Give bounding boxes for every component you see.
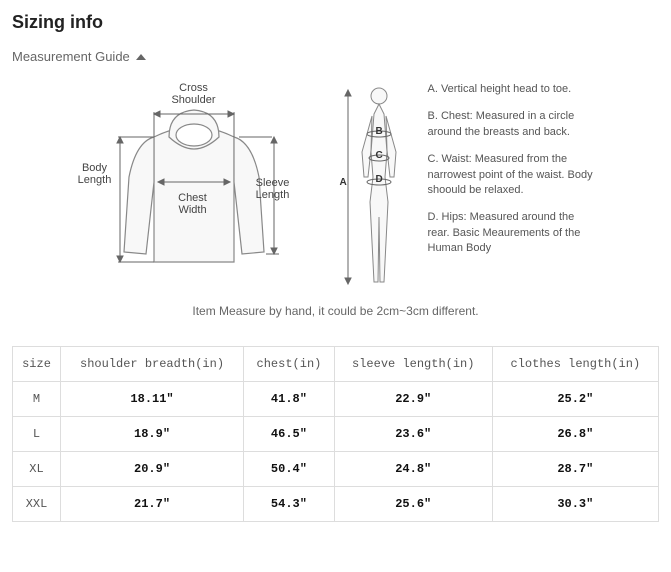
value-cell: 41.8" bbox=[244, 382, 335, 417]
table-row: XL20.9"50.4"24.8"28.7" bbox=[13, 452, 659, 487]
body-diagram: A B C D bbox=[344, 82, 414, 292]
col-chest: chest(in) bbox=[244, 347, 335, 382]
value-cell: 23.6" bbox=[334, 417, 492, 452]
col-size: size bbox=[13, 347, 61, 382]
page-title: Sizing info bbox=[12, 12, 659, 33]
value-cell: 54.3" bbox=[244, 487, 335, 522]
marker-c: C bbox=[376, 150, 383, 161]
measurement-guide-label: Measurement Guide bbox=[12, 49, 130, 64]
value-cell: 21.7" bbox=[61, 487, 244, 522]
measurement-guide-toggle[interactable]: Measurement Guide bbox=[12, 49, 659, 64]
value-cell: 18.9" bbox=[61, 417, 244, 452]
value-cell: 24.8" bbox=[334, 452, 492, 487]
value-cell: 22.9" bbox=[334, 382, 492, 417]
size-cell: XL bbox=[13, 452, 61, 487]
table-row: M18.11"41.8"22.9"25.2" bbox=[13, 382, 659, 417]
col-sleeve: sleeve length(in) bbox=[334, 347, 492, 382]
marker-d: D bbox=[376, 174, 383, 185]
value-cell: 26.8" bbox=[492, 417, 658, 452]
col-shoulder: shoulder breadth(in) bbox=[61, 347, 244, 382]
label-body-length: Body Length bbox=[74, 162, 116, 186]
desc-c: C. Waist: Measured from the narrowest po… bbox=[428, 152, 598, 198]
size-cell: XXL bbox=[13, 487, 61, 522]
value-cell: 30.3" bbox=[492, 487, 658, 522]
desc-d: D. Hips: Measured around the rear. Basic… bbox=[428, 210, 598, 256]
description-column: A. Vertical height head to toe. B. Chest… bbox=[428, 82, 598, 292]
size-cell: L bbox=[13, 417, 61, 452]
size-table: size shoulder breadth(in) chest(in) slee… bbox=[12, 346, 659, 522]
measurement-note: Item Measure by hand, it could be 2cm~3c… bbox=[12, 304, 659, 318]
label-sleeve-length: Sleeve Length bbox=[249, 177, 297, 201]
label-chest-width: Chest Width bbox=[169, 192, 217, 216]
value-cell: 20.9" bbox=[61, 452, 244, 487]
value-cell: 46.5" bbox=[244, 417, 335, 452]
marker-b: B bbox=[376, 126, 383, 137]
arrow-up-icon bbox=[136, 54, 146, 60]
value-cell: 28.7" bbox=[492, 452, 658, 487]
table-header-row: size shoulder breadth(in) chest(in) slee… bbox=[13, 347, 659, 382]
col-clothes: clothes length(in) bbox=[492, 347, 658, 382]
diagram-area: Cross Shoulder Body Length Chest Width S… bbox=[12, 82, 659, 292]
value-cell: 25.2" bbox=[492, 382, 658, 417]
marker-a: A bbox=[340, 177, 347, 188]
size-cell: M bbox=[13, 382, 61, 417]
body-svg bbox=[344, 82, 414, 292]
desc-a: A. Vertical height head to toe. bbox=[428, 82, 598, 97]
table-row: L18.9"46.5"23.6"26.8" bbox=[13, 417, 659, 452]
value-cell: 18.11" bbox=[61, 382, 244, 417]
value-cell: 25.6" bbox=[334, 487, 492, 522]
label-cross-shoulder: Cross Shoulder bbox=[159, 82, 229, 106]
garment-diagram: Cross Shoulder Body Length Chest Width S… bbox=[74, 82, 304, 292]
desc-b: B. Chest: Measured in a circle around th… bbox=[428, 109, 598, 140]
value-cell: 50.4" bbox=[244, 452, 335, 487]
body-column: A B C D A. Vertical height head to toe. … bbox=[344, 82, 598, 292]
table-row: XXL21.7"54.3"25.6"30.3" bbox=[13, 487, 659, 522]
